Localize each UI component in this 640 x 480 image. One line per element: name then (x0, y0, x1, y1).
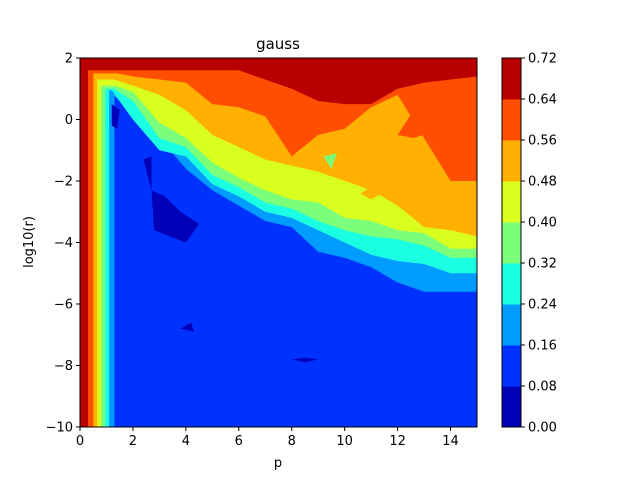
colorbar-swatch (502, 140, 521, 182)
y-axis: −10 −8 −6 −4 −2 0 2 (46, 52, 80, 436)
contour-island-0 (143, 156, 152, 191)
colorbar-tick-label: 0.00 (528, 421, 557, 436)
contour-island-5 (397, 110, 443, 138)
y-tick-label: −6 (54, 298, 73, 313)
x-tick-label: 2 (129, 434, 137, 449)
x-tick-label: 14 (442, 434, 459, 449)
colorbar-swatch (502, 345, 521, 387)
colorbar-swatch (502, 386, 521, 428)
x-axis-label: p (274, 456, 282, 471)
colorbar-frame (501, 57, 522, 428)
x-tick-label: 8 (288, 434, 296, 449)
colorbar-tick-label: 0.24 (528, 298, 557, 313)
contour-island-6 (360, 187, 388, 200)
colorbar-tick-label: 0.16 (528, 339, 557, 354)
colorbar-swatch (502, 181, 521, 223)
contour-island-1 (151, 190, 200, 243)
contour-island-4 (111, 104, 120, 129)
contour-island-2 (180, 322, 194, 332)
y-tick-label: 2 (65, 52, 73, 67)
y-tick-label: 0 (65, 113, 73, 128)
x-tick-label: 0 (76, 434, 84, 449)
colorbar-swatch (502, 222, 521, 264)
colorbar-tick-label: 0.48 (528, 175, 557, 190)
x-tick-label: 4 (182, 434, 190, 449)
colorbar-tick-label: 0.32 (528, 257, 557, 272)
x-tick-label: 6 (235, 434, 243, 449)
contour-band-5 (80, 58, 477, 427)
x-tick-label: 10 (336, 434, 353, 449)
colorbar-tick-label: 0.08 (528, 380, 557, 395)
contour-band-6 (80, 58, 477, 427)
colorbar-swatch (502, 99, 521, 141)
x-tick-label: 12 (389, 434, 406, 449)
colorbar-tick-label: 0.40 (528, 216, 557, 231)
y-tick-label: −8 (54, 359, 73, 374)
x-axis: 0 2 4 6 8 10 12 14 (76, 427, 459, 449)
y-tick-label: −2 (54, 175, 73, 190)
colorbar-swatch (502, 263, 521, 305)
colorbar-tick-label: 0.72 (528, 52, 557, 67)
y-axis-label: log10(r) (22, 216, 37, 268)
contour-island-3 (291, 357, 319, 363)
chart-title: gauss (256, 35, 300, 53)
colorbar-swatch (502, 304, 521, 346)
colorbar: 0.00 0.08 0.16 0.24 0.32 0.40 0.48 0.56 0.64 0.72 (501, 52, 557, 436)
colorbar-tick-label: 0.64 (528, 93, 557, 108)
plot-area (80, 58, 477, 427)
contour-island-7 (323, 153, 337, 169)
colorbar-swatch (502, 58, 521, 100)
y-tick-label: −10 (46, 421, 73, 436)
y-tick-label: −4 (54, 236, 73, 251)
colorbar-tick-label: 0.56 (528, 134, 557, 149)
